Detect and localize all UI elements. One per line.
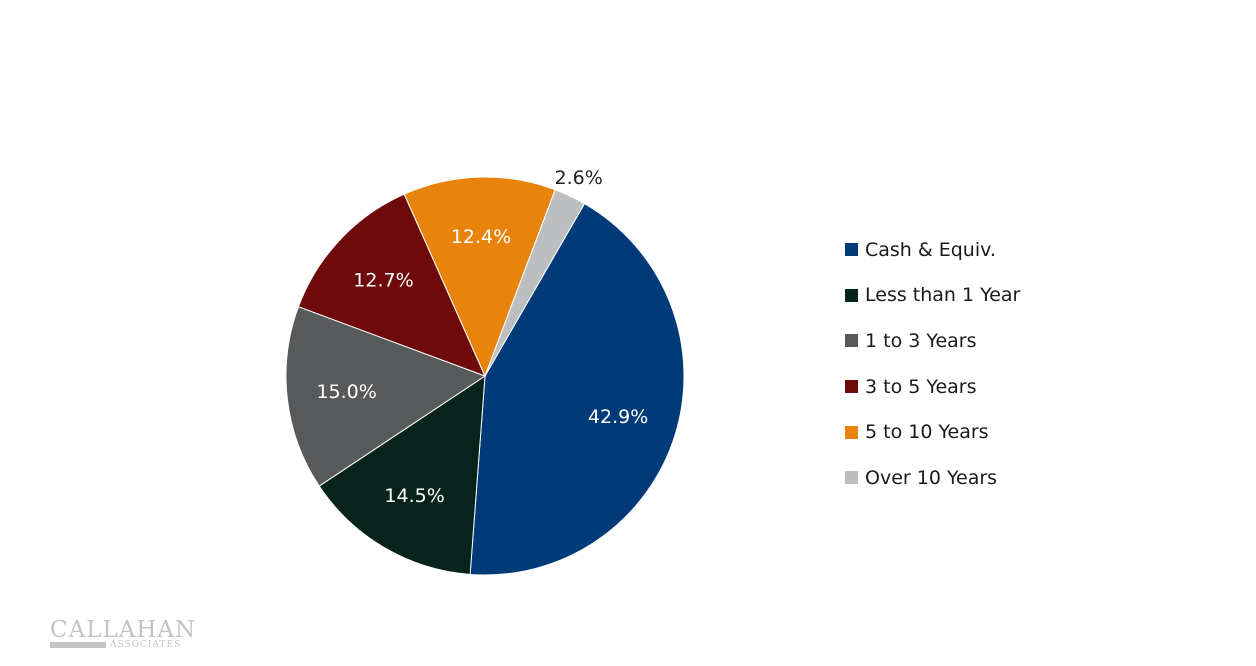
legend-item: Less than 1 Year: [845, 273, 1020, 319]
pie-slice: [285, 306, 487, 487]
logo-subtitle: ASSOCIATES: [110, 640, 182, 650]
legend-label: 1 to 3 Years: [865, 329, 977, 352]
pie-slice: [297, 193, 486, 377]
data-label: 12.7%: [353, 270, 413, 292]
pie-slice: [403, 176, 556, 378]
legend-item: Cash & Equiv.: [845, 227, 1020, 273]
pie-slice: [318, 375, 486, 575]
chart-legend: Cash & Equiv. Less than 1 Year 1 to 3 Year…: [845, 227, 1020, 501]
data-label: 2.6%: [555, 167, 603, 189]
legend-label: Over 10 Years: [865, 466, 998, 489]
legend-swatch: [845, 243, 858, 257]
legend-item: 3 to 5 Years: [845, 364, 1020, 410]
pie-slices: [285, 176, 685, 576]
legend-item: 5 to 10 Years: [845, 409, 1020, 455]
legend-label: 3 to 5 Years: [865, 375, 977, 398]
legend-swatch: [845, 288, 858, 302]
data-label: 15.0%: [316, 381, 376, 403]
data-label: 14.5%: [384, 485, 444, 507]
pie-data-labels: 42.9% 14.5% 15.0% 12.7% 12.4% 2.6%: [316, 167, 648, 507]
legend-label: 5 to 10 Years: [865, 421, 989, 444]
logo-wordmark: CALLAHAN: [50, 617, 197, 643]
legend-item: Over 10 Years: [845, 455, 1020, 501]
pie-slice: [484, 189, 586, 377]
legend-item: 1 to 3 Years: [845, 318, 1020, 364]
legend-swatch: [845, 471, 858, 485]
legend-swatch: [845, 425, 858, 439]
callahan-associates-logo: CALLAHAN ASSOCIATES: [50, 617, 200, 651]
data-label: 42.9%: [588, 406, 648, 428]
logo-bar: [50, 642, 106, 648]
legend-label: Cash & Equiv.: [865, 238, 996, 261]
data-label: 12.4%: [451, 226, 511, 248]
legend-swatch: [845, 334, 858, 348]
legend-swatch: [845, 380, 858, 394]
legend-label: Less than 1 Year: [865, 284, 1021, 307]
pie-slice: [469, 202, 685, 576]
